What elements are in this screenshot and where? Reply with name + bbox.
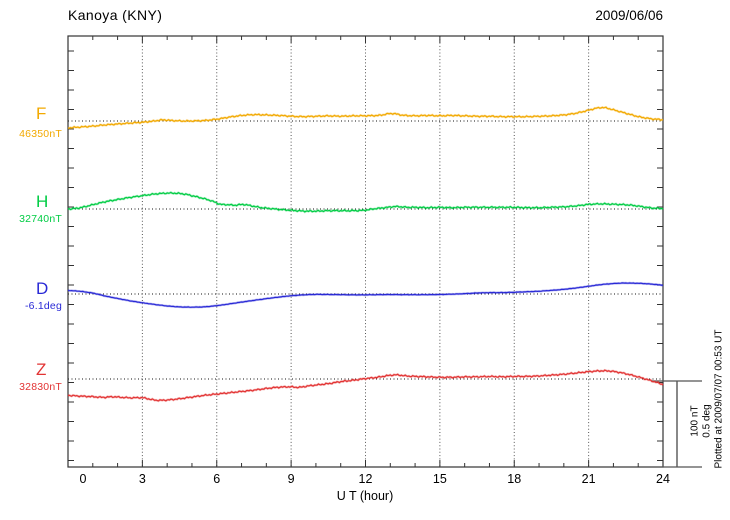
x-tick-label-0: 0 bbox=[79, 472, 87, 486]
x-tick-label-9: 9 bbox=[287, 472, 295, 486]
scale-bar-label: 100 nT 0.5 deg bbox=[690, 404, 713, 437]
curve-F bbox=[67, 106, 664, 129]
x-tick-label-6: 6 bbox=[213, 472, 221, 486]
scale-bar-deg-text: 0.5 deg bbox=[701, 404, 712, 438]
channel-z-label: Z bbox=[36, 360, 47, 379]
curve-halo-F bbox=[67, 105, 664, 130]
plotted-timestamp: Plotted at 2009/07/07 00:53 UT bbox=[713, 329, 725, 469]
channel-f-baseline-value: 46350nT bbox=[19, 128, 62, 140]
curve-D bbox=[67, 282, 664, 308]
plot-date: 2009/06/06 bbox=[595, 8, 663, 23]
plot-frame bbox=[67, 35, 664, 468]
x-axis-title: U T (hour) bbox=[336, 489, 394, 503]
x-tick-label-24: 24 bbox=[656, 472, 670, 486]
x-tick-label-15: 15 bbox=[432, 472, 447, 486]
scale-bar-nt-text: 100 nT bbox=[689, 405, 701, 437]
x-tick-label-3: 3 bbox=[138, 472, 146, 486]
curve-H bbox=[67, 191, 664, 213]
channel-d-label: D bbox=[36, 279, 49, 298]
channel-h-baseline-value: 32740nT bbox=[19, 213, 62, 225]
x-tick-label-12: 12 bbox=[358, 472, 373, 486]
channel-f-label: F bbox=[36, 104, 47, 123]
channel-h-label: H bbox=[36, 192, 49, 211]
x-tick-label-21: 21 bbox=[581, 472, 596, 486]
channel-z-baseline-value: 32830nT bbox=[19, 381, 62, 393]
channel-d-baseline-value: -6.1deg bbox=[24, 300, 62, 312]
x-tick-label-18: 18 bbox=[507, 472, 522, 486]
plot-title: Kanoya (KNY) bbox=[68, 7, 163, 23]
curve-Z bbox=[67, 369, 664, 402]
